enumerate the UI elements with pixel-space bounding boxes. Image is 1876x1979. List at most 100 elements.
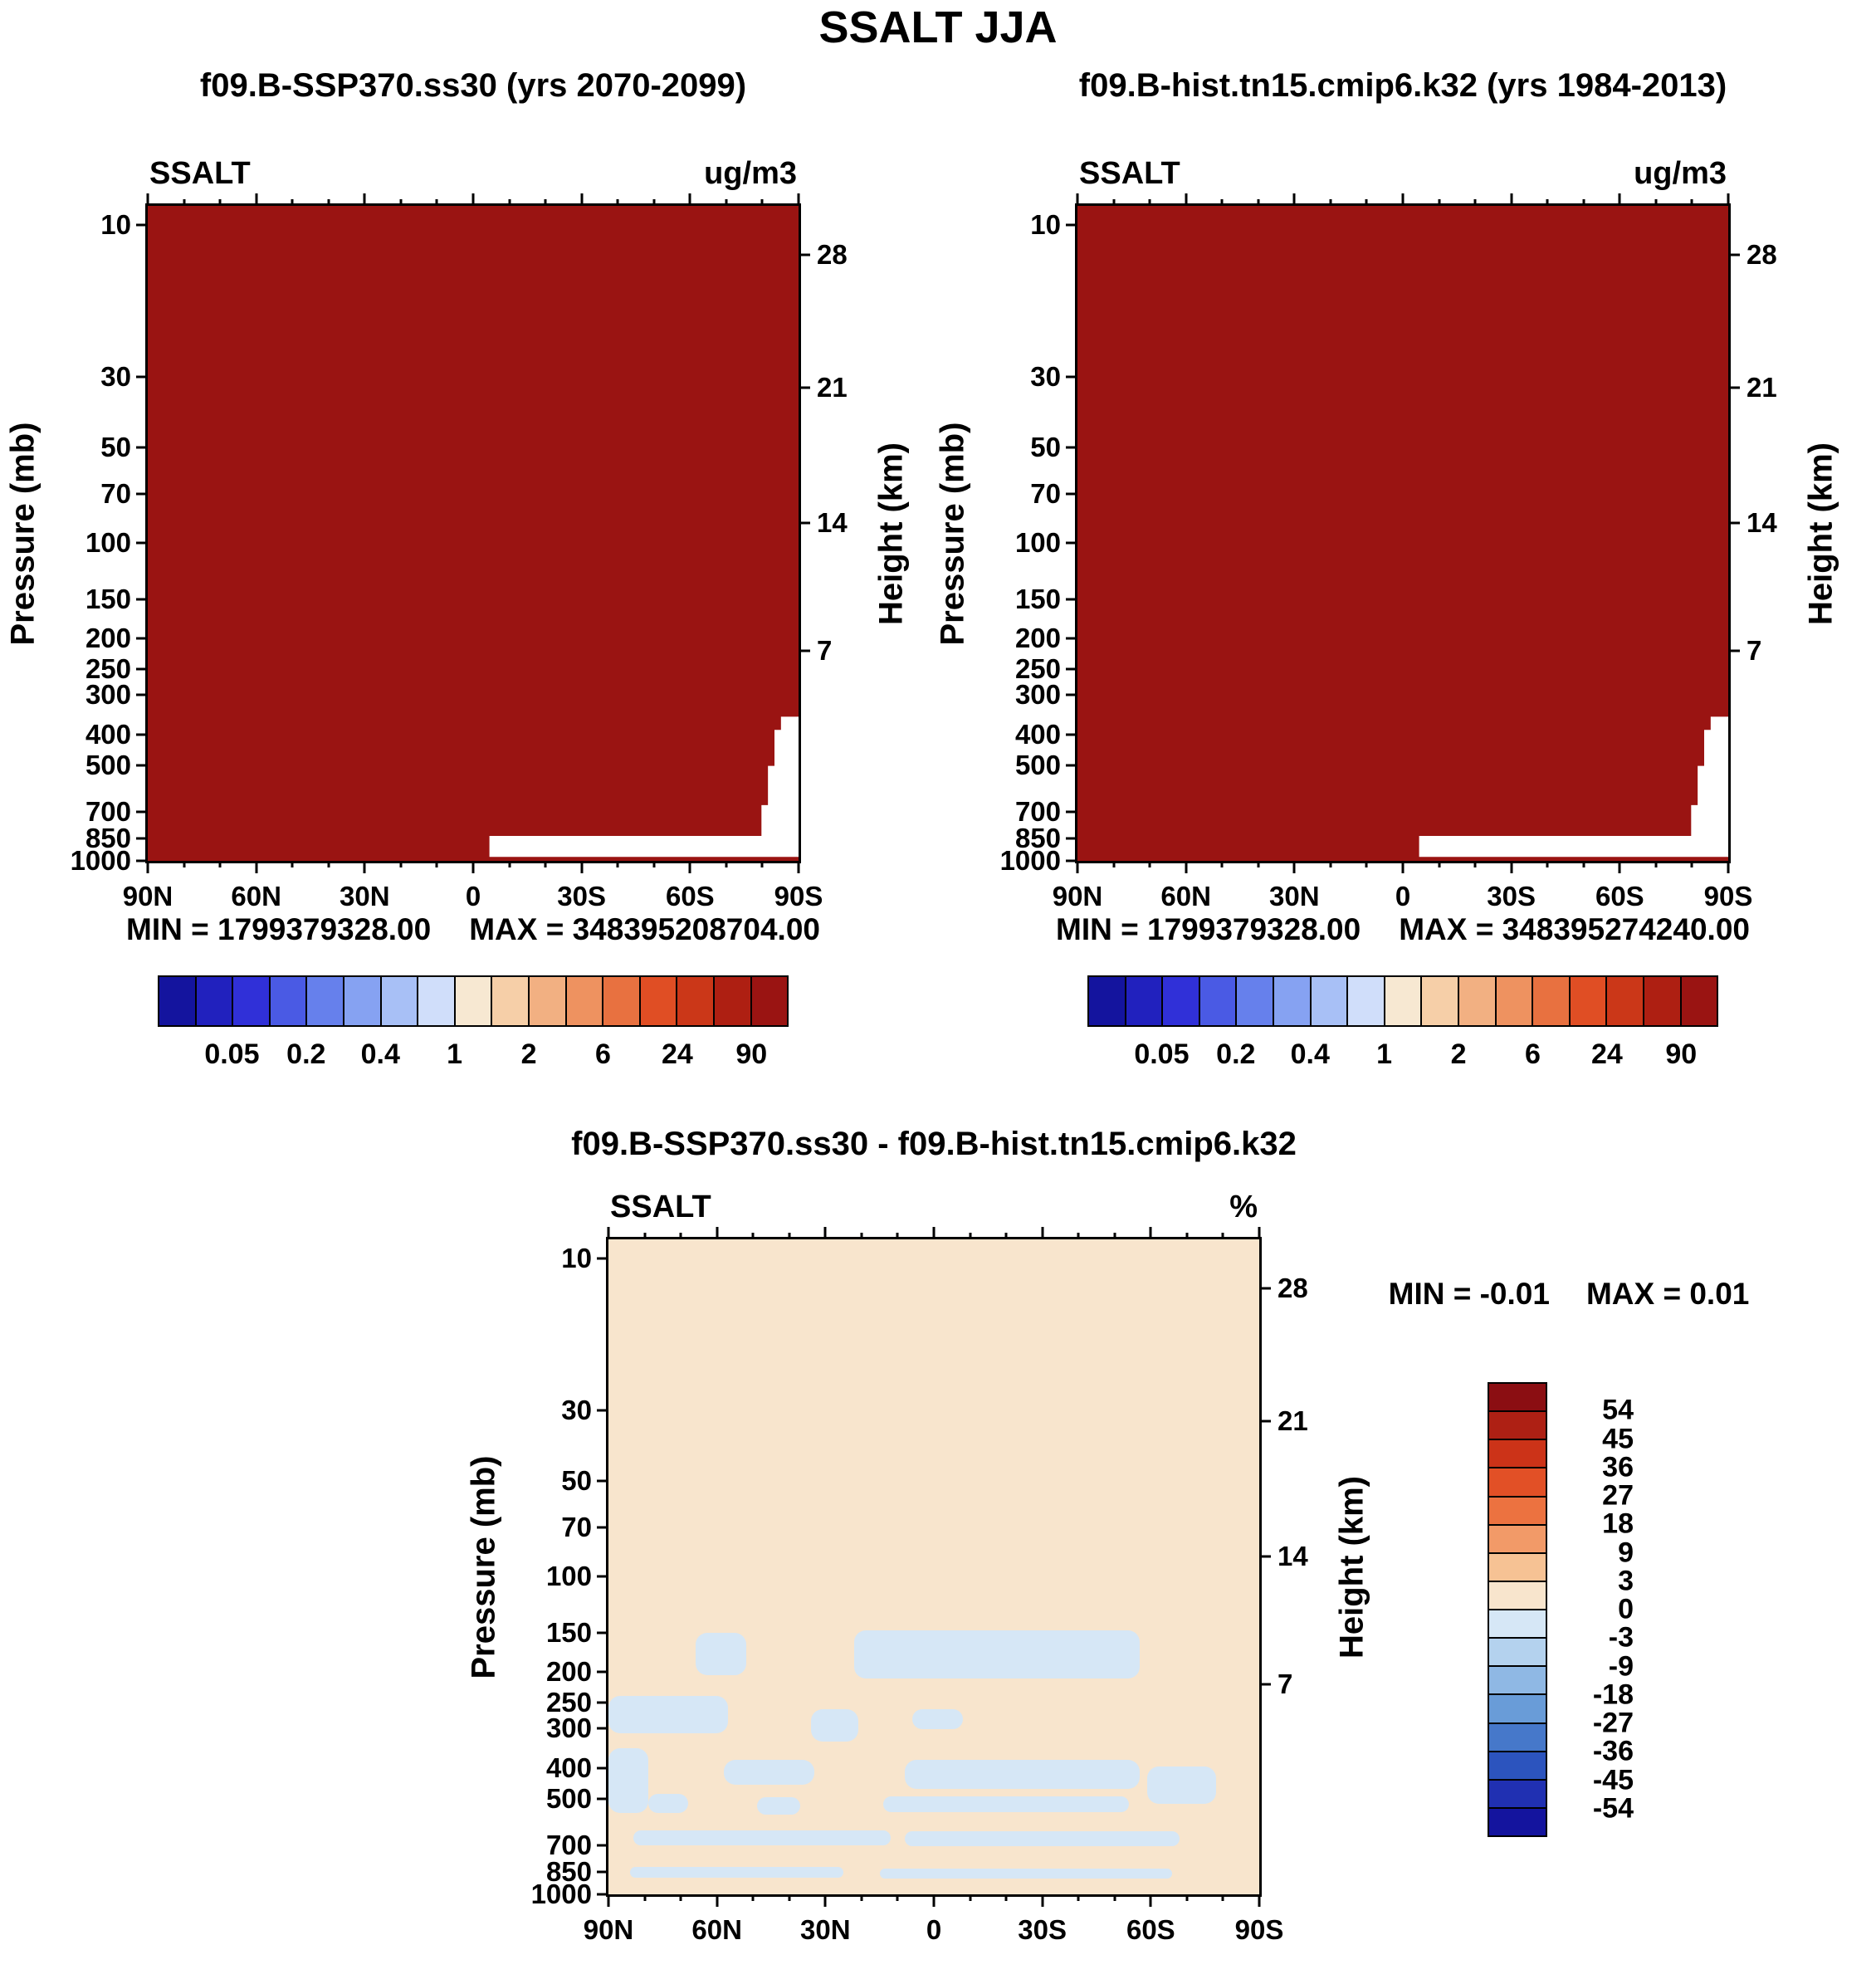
colorbar-tick-label: 0.2 <box>1216 1038 1256 1070</box>
latitude-tick-bottom <box>1473 861 1477 867</box>
latitude-tick-top <box>616 199 619 206</box>
latitude-tick-top <box>1148 199 1151 206</box>
colorbar-box <box>1489 1695 1546 1724</box>
latitude-tick-top <box>1258 1227 1261 1239</box>
latitude-tick-bottom <box>1438 861 1441 867</box>
pressure-axis-title: Pressure (mb) <box>934 422 971 645</box>
pressure-tick <box>597 1575 608 1578</box>
pressure-axis-title: Pressure (mb) <box>4 422 42 645</box>
height-tick <box>1728 649 1740 652</box>
panel-hist-plot: f09.B-hist.tn15.cmip6.k32 (yrs 1984-2013… <box>935 67 1839 1070</box>
pressure-tick-label: 700 <box>1014 795 1061 827</box>
latitude-tick-bottom <box>1004 1894 1008 1901</box>
pressure-tick <box>136 693 148 696</box>
pressure-tick-label: 250 <box>85 653 131 685</box>
pressure-tick <box>597 1526 608 1529</box>
colorbar-box <box>1348 977 1385 1025</box>
latitude-tick-top <box>1004 1233 1008 1239</box>
colorbar-box <box>677 977 715 1025</box>
latitude-tick-bottom <box>146 861 149 873</box>
colorbar-box <box>1489 1723 1546 1752</box>
latitude-tick-label: 60N <box>1160 881 1211 911</box>
max-value: MAX = 348395274240.00 <box>1399 912 1750 946</box>
latitude-tick-bottom <box>1654 861 1658 867</box>
latitude-tick-label: 0 <box>1395 881 1411 911</box>
pressure-tick-label: 200 <box>1014 623 1061 654</box>
pressure-tick-label: 400 <box>85 718 131 750</box>
negative-anomaly-region <box>905 1760 1141 1789</box>
panel-title: f09.B-SSP370.ss30 - f09.B-hist.tn15.cmip… <box>571 1126 1297 1162</box>
latitude-tick-label: 90N <box>122 881 173 911</box>
colorbar-box <box>1273 977 1312 1025</box>
latitude-tick-bottom <box>255 861 258 873</box>
pressure-tick <box>1066 667 1077 671</box>
pressure-tick <box>136 764 148 767</box>
pressure-tick <box>136 598 148 600</box>
latitude-tick-top <box>1112 199 1116 206</box>
colorbar-box <box>1489 1525 1546 1554</box>
height-tick <box>799 649 810 652</box>
colorbar-box <box>159 977 197 1025</box>
latitude-tick-bottom <box>788 1894 791 1901</box>
latitude-tick-bottom <box>797 861 800 873</box>
colorbar-tick-label: -54 <box>1592 1792 1634 1825</box>
pressure-tick-label: 700 <box>545 1829 592 1860</box>
latitude-tick-label: 0 <box>465 881 481 911</box>
pressure-tick-label: 150 <box>1014 583 1061 614</box>
diff-colorbar: 54 45 36 27 18 9 3 0 -3 -9 -18 -27 -36 -45 -54 <box>1488 1382 1634 1837</box>
pressure-tick-label: 250 <box>545 1687 592 1718</box>
pressure-tick <box>597 1479 608 1483</box>
pressure-tick <box>1066 859 1077 862</box>
pressure-tick-label: 300 <box>545 1712 592 1743</box>
colorbar-box <box>1458 977 1497 1025</box>
negative-anomaly-region <box>879 1868 1173 1879</box>
figure-title: SSALT JJA <box>818 2 1058 52</box>
colorbar-tick-label: -36 <box>1592 1735 1634 1767</box>
pressure-tick-label: 300 <box>1014 678 1061 710</box>
latitude-tick-top <box>1220 199 1224 206</box>
colorbar-box <box>714 977 752 1025</box>
height-tick-label: 28 <box>1747 239 1777 271</box>
latitude-tick-bottom <box>652 861 656 867</box>
pressure-tick-label: 50 <box>561 1464 592 1496</box>
latitude-tick-bottom <box>1148 861 1151 867</box>
latitude-tick-bottom <box>751 1894 755 1901</box>
latitude-tick-bottom <box>932 1894 936 1907</box>
minmax-readout: MIN = 1799379328.00 MAX = 348395274240.00 <box>1028 912 1778 947</box>
latitude-tick-label: 90S <box>1703 881 1753 911</box>
latitude-tick-top <box>1076 193 1079 206</box>
negative-anomaly-region <box>608 1748 648 1814</box>
latitude-tick-bottom <box>1401 861 1405 873</box>
latitude-tick-top <box>1185 1233 1189 1239</box>
latitude-tick-top <box>760 199 764 206</box>
pressure-tick-label: 70 <box>100 477 131 509</box>
height-tick-label: 7 <box>817 634 833 666</box>
latitude-tick-bottom <box>544 861 547 867</box>
pressure-tick <box>597 1844 608 1847</box>
latitude-tick-bottom <box>1727 861 1730 873</box>
latitude-tick-bottom <box>679 1894 682 1901</box>
negative-anomaly-region <box>905 1830 1180 1847</box>
latitude-tick-label: 30N <box>800 1914 851 1945</box>
panel-title: f09.B-SSP370.ss30 (yrs 2070-2099) <box>199 67 747 104</box>
latitude-tick-bottom <box>607 1894 610 1907</box>
latitude-tick-top <box>751 1233 755 1239</box>
field-label: SSALT <box>1079 156 1180 191</box>
units-label: ug/m3 <box>1634 156 1727 191</box>
latitude-tick-label: 90N <box>583 1914 634 1945</box>
panel-title: f09.B-hist.tn15.cmip6.k32 (yrs 1984-2013… <box>1078 67 1727 104</box>
pressure-tick <box>597 1797 608 1801</box>
pressure-tick <box>136 810 148 814</box>
latitude-tick-label: 0 <box>926 1914 942 1945</box>
pressure-tick-label: 1000 <box>530 1879 592 1909</box>
colorbar-box <box>1489 1384 1546 1413</box>
pressure-tick <box>1066 637 1077 640</box>
pressure-tick <box>1066 375 1077 379</box>
colorbar-tick-label: 2 <box>1450 1038 1467 1070</box>
latitude-tick-top <box>1149 1227 1152 1239</box>
height-tick <box>799 521 810 525</box>
pressure-tick-label: 200 <box>545 1656 592 1688</box>
pressure-tick-label: 1000 <box>70 845 131 876</box>
pressure-tick <box>136 667 148 671</box>
colorbar-tick-label: 1 <box>447 1038 463 1070</box>
